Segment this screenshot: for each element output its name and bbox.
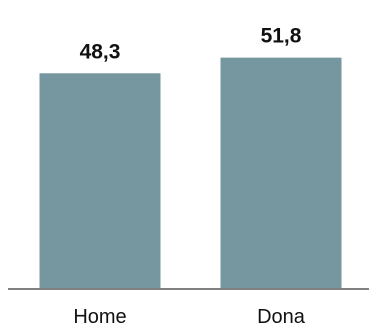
category-label-dona: Dona (257, 306, 306, 328)
data-label-dona: 51,8 (261, 25, 302, 48)
bars-group (39, 57, 342, 290)
category-labels-group: Home Dona (73, 306, 305, 328)
data-label-home: 48,3 (80, 40, 121, 63)
bar-dona (220, 57, 342, 290)
category-label-home: Home (73, 306, 126, 328)
value-labels-group: 48,3 51,8 (80, 25, 302, 64)
bar-home (39, 73, 161, 289)
